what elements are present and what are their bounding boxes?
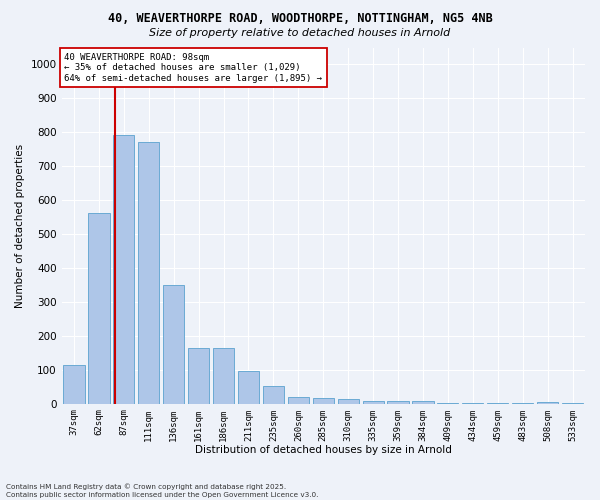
Bar [412, 402, 434, 404]
Bar [338, 399, 359, 404]
Bar [138, 142, 160, 404]
Bar [537, 402, 558, 404]
Bar [113, 134, 134, 404]
Bar [388, 402, 409, 404]
Text: Size of property relative to detached houses in Arnold: Size of property relative to detached ho… [149, 28, 451, 38]
Bar [288, 397, 309, 404]
Y-axis label: Number of detached properties: Number of detached properties [15, 144, 25, 308]
Bar [313, 398, 334, 404]
Bar [188, 348, 209, 404]
X-axis label: Distribution of detached houses by size in Arnold: Distribution of detached houses by size … [195, 445, 452, 455]
Bar [263, 386, 284, 404]
Text: 40, WEAVERTHORPE ROAD, WOODTHORPE, NOTTINGHAM, NG5 4NB: 40, WEAVERTHORPE ROAD, WOODTHORPE, NOTTI… [107, 12, 493, 26]
Bar [163, 285, 184, 404]
Bar [362, 402, 384, 404]
Bar [213, 348, 234, 404]
Text: 40 WEAVERTHORPE ROAD: 98sqm
← 35% of detached houses are smaller (1,029)
64% of : 40 WEAVERTHORPE ROAD: 98sqm ← 35% of det… [64, 53, 322, 82]
Bar [88, 212, 110, 404]
Text: Contains HM Land Registry data © Crown copyright and database right 2025.
Contai: Contains HM Land Registry data © Crown c… [6, 484, 319, 498]
Bar [437, 402, 458, 404]
Bar [64, 366, 85, 404]
Bar [238, 371, 259, 404]
